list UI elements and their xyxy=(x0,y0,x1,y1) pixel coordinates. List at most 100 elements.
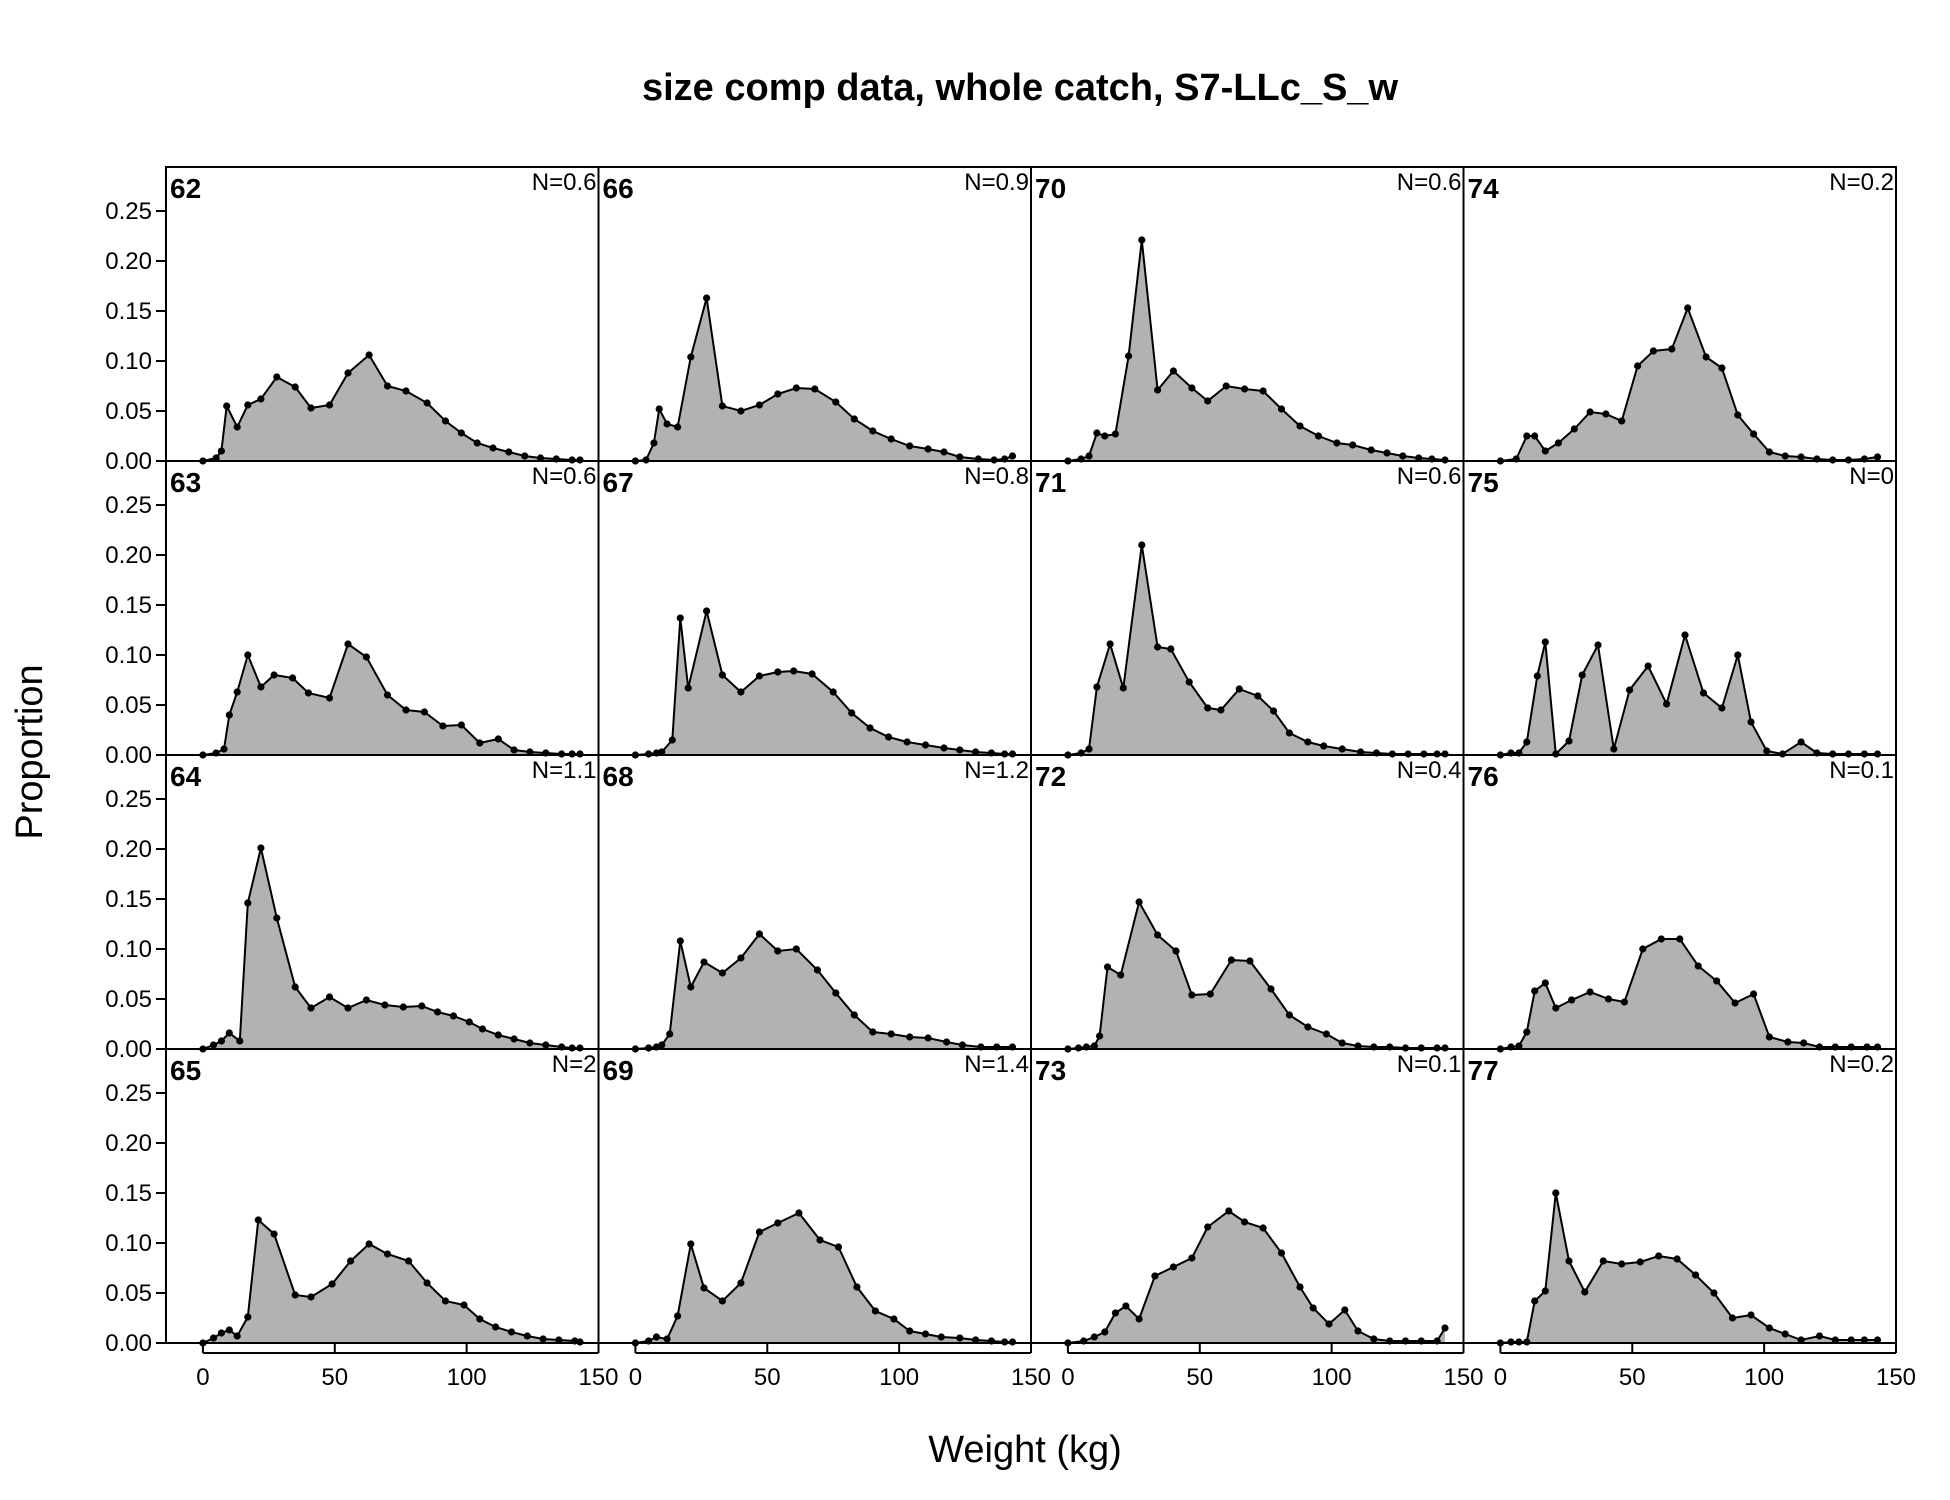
data-point xyxy=(666,1030,674,1038)
data-point xyxy=(1277,1249,1286,1257)
y-tick-label: 0.25 xyxy=(105,492,152,519)
data-point xyxy=(1167,645,1175,653)
data-point xyxy=(344,640,352,648)
data-point xyxy=(1750,430,1758,438)
data-point xyxy=(399,1003,407,1011)
data-point xyxy=(1781,1330,1789,1338)
data-point xyxy=(755,672,764,680)
data-point xyxy=(792,384,800,392)
data-point xyxy=(1106,640,1114,648)
data-point xyxy=(1325,1320,1333,1328)
data-point xyxy=(1090,1333,1098,1341)
data-point xyxy=(1101,1328,1109,1336)
data-point xyxy=(1618,1260,1626,1268)
panel-n-label: N=0.6 xyxy=(532,169,597,196)
data-point xyxy=(304,689,312,697)
x-tick-label: 150 xyxy=(1443,1364,1483,1391)
data-point xyxy=(289,674,297,682)
panel-65: 65 N=2 0.00 0.05 0.10 0.15 0.20 0.25 0 50 100 150 xyxy=(105,1048,619,1391)
data-point xyxy=(1636,1258,1644,1266)
data-point xyxy=(1552,1189,1560,1197)
data-point xyxy=(1681,631,1689,639)
data-point xyxy=(1204,1223,1212,1231)
x-tick-label: 50 xyxy=(754,1364,781,1391)
panel-year-label: 69 xyxy=(603,1055,634,1086)
y-tick-label: 0.15 xyxy=(105,592,152,619)
panel-year-label: 74 xyxy=(1468,173,1500,204)
y-tick-label: 0.05 xyxy=(105,692,152,719)
y-tick-label: 0.10 xyxy=(105,1230,152,1257)
panel-year-label: 71 xyxy=(1035,467,1066,498)
panel-n-label: N=1.4 xyxy=(964,1051,1029,1078)
data-point xyxy=(1119,684,1127,692)
data-point xyxy=(718,1297,727,1305)
data-point xyxy=(1357,748,1365,756)
x-tick-label: 0 xyxy=(196,1364,209,1391)
x-tick-label: 0 xyxy=(629,1364,642,1391)
data-point xyxy=(1552,1004,1560,1012)
data-point xyxy=(233,688,241,696)
data-point xyxy=(405,1257,413,1265)
y-tick-label: 0.10 xyxy=(105,936,152,963)
panel-year-label: 77 xyxy=(1468,1055,1499,1086)
data-point xyxy=(1227,956,1235,964)
y-tick-label: 0.05 xyxy=(105,398,152,425)
data-point xyxy=(832,398,840,406)
data-point xyxy=(1860,1336,1868,1344)
data-point xyxy=(943,1038,951,1046)
data-point xyxy=(650,439,658,447)
data-point xyxy=(703,607,711,615)
data-point xyxy=(344,1004,352,1012)
x-tick-label: 150 xyxy=(578,1364,618,1391)
data-point xyxy=(291,1291,299,1299)
data-point xyxy=(1169,1263,1177,1271)
data-point xyxy=(1172,947,1180,955)
data-point xyxy=(434,1008,442,1016)
data-point xyxy=(1604,995,1613,1003)
data-point xyxy=(834,1243,843,1251)
data-point xyxy=(1259,387,1267,395)
data-point xyxy=(1222,382,1230,390)
panel-n-label: N=0.8 xyxy=(964,463,1029,490)
y-tick-label: 0.20 xyxy=(105,542,152,569)
data-point xyxy=(365,1240,373,1248)
data-point xyxy=(1541,1287,1549,1295)
data-point xyxy=(684,684,692,692)
data-point xyxy=(523,1332,531,1340)
data-point xyxy=(1090,1042,1098,1050)
panel-year-label: 66 xyxy=(603,173,634,204)
data-point xyxy=(1800,1039,1808,1047)
data-point xyxy=(940,744,948,752)
data-point xyxy=(441,1297,450,1305)
data-point xyxy=(1367,446,1375,454)
data-point xyxy=(510,1035,518,1043)
panel-n-label: N=0.2 xyxy=(1829,169,1894,196)
data-point xyxy=(223,402,231,410)
data-point xyxy=(291,983,299,991)
x-tick-label: 0 xyxy=(1494,1364,1507,1391)
data-point xyxy=(924,1034,932,1042)
data-point xyxy=(1285,729,1293,737)
data-point xyxy=(1599,1257,1607,1265)
data-point xyxy=(1349,441,1357,449)
data-point xyxy=(217,447,225,455)
data-point xyxy=(244,401,252,409)
data-point xyxy=(225,1029,233,1037)
data-point xyxy=(307,1293,315,1301)
data-point xyxy=(1710,1289,1718,1297)
data-point xyxy=(774,1219,782,1227)
panel-66: 66 N=0.9 xyxy=(597,166,1032,465)
data-point xyxy=(1085,452,1093,460)
x-tick-label: 50 xyxy=(321,1364,348,1391)
data-point xyxy=(956,746,964,754)
data-point xyxy=(1644,662,1652,670)
data-point xyxy=(1122,1302,1130,1310)
data-point xyxy=(663,420,671,428)
data-point xyxy=(1185,678,1193,686)
data-point xyxy=(494,735,502,743)
data-point xyxy=(1873,1336,1882,1344)
panel-n-label: N=0.4 xyxy=(1397,757,1462,784)
data-point xyxy=(774,947,782,955)
data-point xyxy=(325,401,334,409)
data-point xyxy=(850,1011,858,1019)
